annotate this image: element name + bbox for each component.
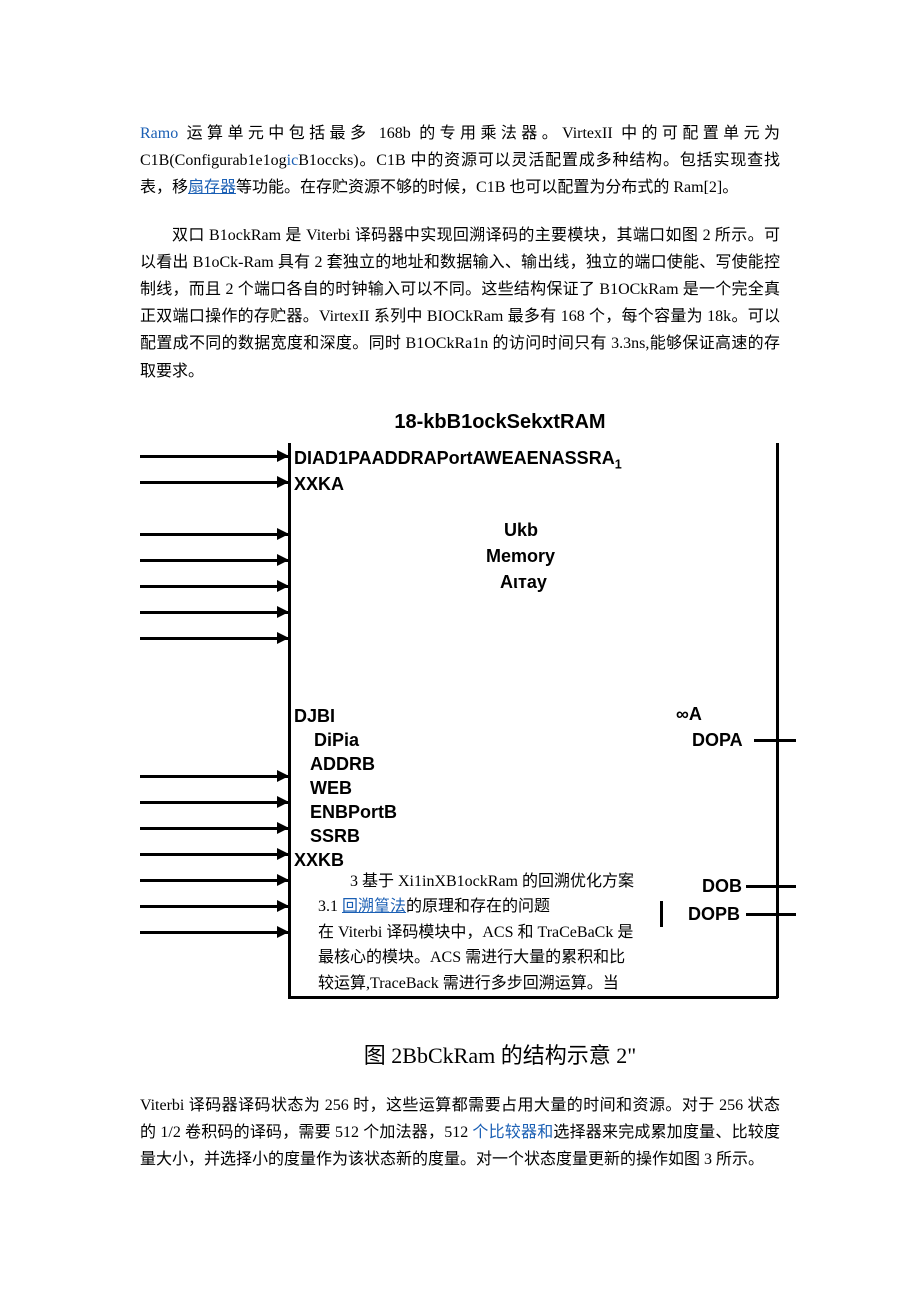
arrow-in-bot-4: [140, 853, 288, 856]
link-trace-algo[interactable]: 回溯篁法: [342, 898, 406, 915]
arrow-in-top-2: [140, 481, 288, 484]
arrow-in-bot-2: [140, 801, 288, 804]
diagram-body: DIAD1PAADDRAPortAWEAENASSRA1 XXKA Ukb Me…: [140, 443, 800, 1033]
link-ic[interactable]: ic: [287, 152, 299, 169]
arrow-in-bot-6: [140, 905, 288, 908]
arrow-in-top-7: [140, 637, 288, 640]
hline-dopb: [746, 913, 796, 916]
vtick-mid: [660, 901, 663, 927]
hline-dob: [746, 885, 796, 888]
arrow-in-top-6: [140, 611, 288, 614]
paragraph-1: Ramo 运算单元中包括最多 168b 的专用乘法器。VirtexII 中的可配…: [140, 120, 780, 202]
label-dopa: DOPA: [692, 725, 743, 756]
inner-l2: 3.1 回溯篁法的原理和存在的问题: [318, 894, 638, 920]
label-xxka: XXKA: [294, 469, 344, 500]
box-left-border: [288, 443, 291, 998]
arrow-in-top-1: [140, 455, 288, 458]
label-dopb: DOPB: [688, 899, 740, 930]
arrow-in-top-3: [140, 533, 288, 536]
label-dob: DOB: [702, 871, 742, 902]
label-aitay: Aιтay: [500, 567, 547, 598]
link-comparator[interactable]: 个比较器和: [472, 1124, 553, 1141]
arrow-in-bot-3: [140, 827, 288, 830]
diagram-caption: 图 2BbCkRam 的结构示意 2": [220, 1037, 780, 1074]
link-ramo[interactable]: Ramo: [140, 125, 178, 142]
diagram-title: 18-kbB1ockSekxtRAM: [220, 405, 780, 439]
arrow-in-top-5: [140, 585, 288, 588]
arrow-in-bot-1: [140, 775, 288, 778]
paragraph-3: Viterbi 译码器译码状态为 256 时，这些运算都需要占用大量的时间和资源…: [140, 1092, 780, 1174]
p1-t3: 等功能。在存贮资源不够的时候，C1B 也可以配置为分布式的 Ram[2]。: [236, 179, 738, 196]
diagram-blockram: 18-kbB1ockSekxtRAM DIAD1PAADDRAPortAWEAE…: [140, 405, 780, 1074]
paragraph-2: 双口 B1ockRam 是 Viterbi 译码器中实现回溯译码的主要模块，其端…: [140, 222, 780, 385]
arrow-in-bot-5: [140, 879, 288, 882]
arrow-in-bot-7: [140, 931, 288, 934]
hline-dopa: [754, 739, 796, 742]
inner-l3: 在 Viterbi 译码模块中，ACS 和 TraCeBaCk 是最核心的模块。…: [318, 920, 638, 997]
arrow-in-top-4: [140, 559, 288, 562]
inner-text: 3 基于 Xi1inXB1ockRam 的回溯优化方案 3.1 回溯篁法的原理和…: [318, 869, 638, 997]
inner-l1: 3 基于 Xi1inXB1ockRam 的回溯优化方案: [318, 869, 638, 895]
link-register[interactable]: 扇存器: [188, 179, 236, 196]
